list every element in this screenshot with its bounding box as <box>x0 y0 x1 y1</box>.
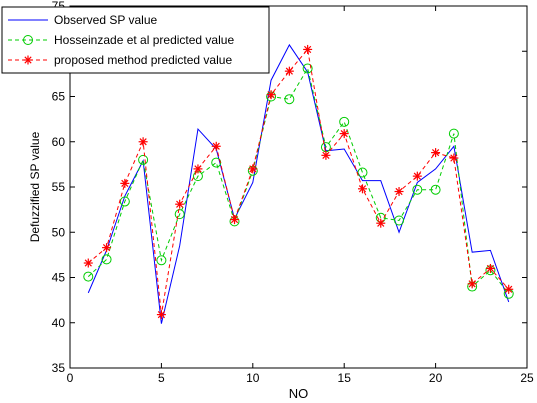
data-point-1-17 <box>394 215 405 226</box>
legend: Observed SP value Hosseinzade et al predi… <box>1 6 270 74</box>
legend-marker-1 <box>23 35 33 45</box>
legend-label-0: Observed SP value <box>54 13 157 27</box>
data-point-2-3 <box>138 137 148 147</box>
data-point-2-21 <box>467 279 477 289</box>
data-point-1-11 <box>284 94 295 105</box>
data-point-2-4 <box>156 310 166 320</box>
data-point-2-19 <box>431 148 441 158</box>
axis-ticks: 0510152025354045505560657075 <box>52 0 534 385</box>
y-tick-label-5: 60 <box>52 135 66 149</box>
data-point-2-10 <box>266 90 276 100</box>
data-point-2-2 <box>120 178 130 188</box>
data-point-1-4 <box>156 255 167 266</box>
x-tick-label-3: 15 <box>338 371 352 385</box>
data-point-1-18 <box>412 184 423 195</box>
legend-label-1: Hosseinzade et al predicted value <box>54 33 234 47</box>
data-point-1-5 <box>174 209 185 220</box>
x-tick-label-1: 5 <box>158 371 165 385</box>
data-point-2-7 <box>211 141 221 151</box>
series-layer <box>83 43 514 324</box>
data-point-2-16 <box>376 218 386 228</box>
data-point-2-1 <box>102 243 112 253</box>
x-tick-label-5: 25 <box>520 371 534 385</box>
x-tick-label-2: 10 <box>246 371 260 385</box>
data-point-1-15 <box>357 167 368 178</box>
data-point-2-17 <box>394 187 404 197</box>
y-tick-label-3: 50 <box>52 225 66 239</box>
data-point-1-3 <box>138 154 149 165</box>
y-tick-label-1: 40 <box>52 316 66 330</box>
x-axis-label: NO <box>289 386 309 401</box>
data-point-2-5 <box>175 199 185 209</box>
data-point-2-22 <box>485 263 495 273</box>
data-point-2-0 <box>83 258 93 268</box>
legend-label-2: proposed method predicted value <box>54 53 232 67</box>
data-point-1-20 <box>448 128 459 139</box>
data-point-1-14 <box>339 116 350 127</box>
y-tick-label-0: 35 <box>52 361 66 375</box>
data-point-2-9 <box>248 164 258 174</box>
data-point-1-1 <box>101 254 112 265</box>
data-point-1-12 <box>302 63 313 74</box>
x-tick-label-4: 20 <box>429 371 443 385</box>
data-point-2-14 <box>339 129 349 139</box>
data-point-2-11 <box>284 66 294 76</box>
data-point-1-19 <box>430 184 441 195</box>
data-point-2-18 <box>412 171 422 181</box>
y-tick-label-4: 55 <box>52 180 66 194</box>
y-tick-label-2: 45 <box>52 271 66 285</box>
legend-marker-2 <box>23 55 33 65</box>
data-point-2-15 <box>357 184 367 194</box>
data-point-2-6 <box>193 164 203 174</box>
series-line-2 <box>87 48 510 315</box>
series-line-1 <box>87 67 510 295</box>
series-line-0 <box>87 43 510 324</box>
data-point-2-20 <box>449 153 459 163</box>
x-tick-label-0: 0 <box>67 371 74 385</box>
data-point-2-12 <box>303 44 313 54</box>
data-point-1-0 <box>83 271 94 282</box>
series-0 <box>87 43 510 324</box>
data-point-2-23 <box>504 284 514 294</box>
y-axis-label: Defuzzified SP value <box>28 131 42 242</box>
y-tick-label-6: 65 <box>52 90 66 104</box>
series-2 <box>83 44 514 320</box>
data-point-2-13 <box>321 150 331 160</box>
data-point-1-2 <box>119 196 130 207</box>
data-point-2-8 <box>230 215 240 225</box>
